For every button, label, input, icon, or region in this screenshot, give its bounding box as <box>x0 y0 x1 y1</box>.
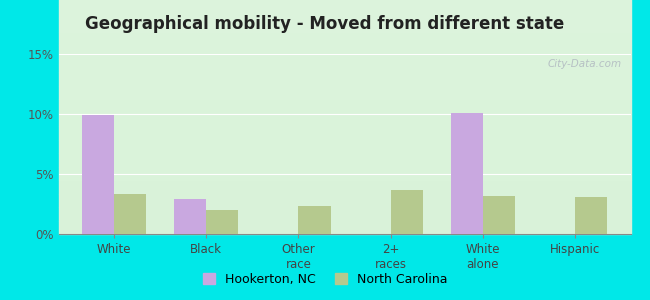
Bar <box>58 167 630 180</box>
Bar <box>58 45 630 58</box>
Bar <box>206 210 239 234</box>
Bar <box>81 115 114 234</box>
Bar <box>575 197 608 234</box>
Bar <box>58 194 630 207</box>
Text: City-Data.com: City-Data.com <box>548 59 622 69</box>
Bar <box>450 113 483 234</box>
Bar <box>174 199 206 234</box>
Bar <box>58 126 630 140</box>
Bar <box>58 153 630 166</box>
Bar <box>58 112 630 126</box>
Bar <box>58 207 630 220</box>
Bar <box>58 220 630 234</box>
Bar <box>58 4 630 18</box>
Bar <box>58 0 630 4</box>
Bar <box>58 18 630 32</box>
Bar <box>298 206 331 234</box>
Bar <box>58 58 630 72</box>
Bar <box>58 140 630 153</box>
Text: Geographical mobility - Moved from different state: Geographical mobility - Moved from diffe… <box>85 15 565 33</box>
Bar <box>58 72 630 86</box>
Bar <box>391 190 423 234</box>
Bar <box>58 99 630 112</box>
Bar <box>114 194 146 234</box>
Bar <box>58 32 630 45</box>
Bar <box>483 196 515 234</box>
Legend: Hookerton, NC, North Carolina: Hookerton, NC, North Carolina <box>198 268 452 291</box>
Bar <box>58 85 630 99</box>
Bar <box>58 180 630 194</box>
